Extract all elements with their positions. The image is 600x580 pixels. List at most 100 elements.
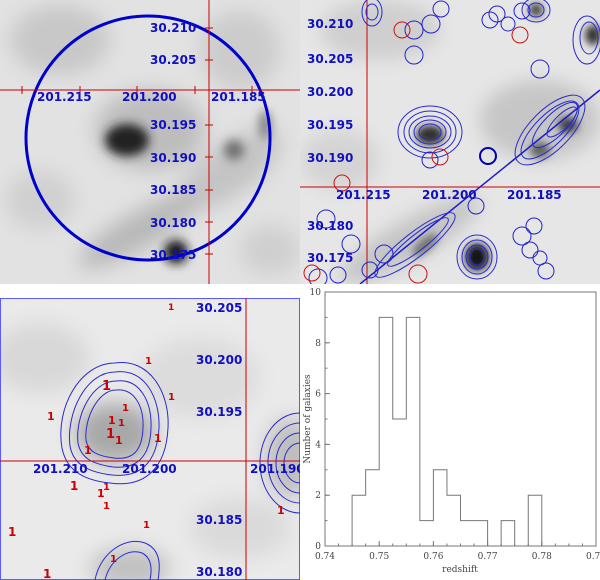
cluster-circle [24, 14, 272, 262]
redshift-marker: 1 [108, 414, 116, 427]
x-tick-label: 0.78 [532, 552, 552, 562]
histogram-bar [420, 521, 434, 546]
redshift-marker: 1 [110, 554, 117, 565]
contours-filament [361, 0, 600, 278]
histogram-bar [352, 495, 366, 546]
histogram-bar [379, 317, 393, 546]
histogram-bar [528, 495, 542, 546]
panel-top-right-image: 30.210 30.205 30.200 30.195 30.190 30.18… [300, 0, 600, 284]
dec-tick-label: 30.200 [196, 353, 242, 367]
galaxy-circle-bold [479, 147, 497, 165]
dec-tick-label: 30.200 [307, 85, 353, 99]
histogram-bar [406, 317, 420, 546]
redshift-marker: 1 [143, 520, 150, 531]
x-tick-label: 0.76 [423, 552, 443, 562]
y-axis-ticks: 0 2 4 6 8 10 [310, 288, 330, 552]
ra-tick-label: 201.215 [37, 90, 92, 104]
histogram-bar [474, 521, 488, 546]
dec-tick-label: 30.195 [307, 118, 353, 132]
dec-tick-marks [205, 27, 213, 255]
top-right-svg: 30.210 30.205 30.200 30.195 30.190 30.18… [300, 0, 600, 284]
x-axis-label: redshift [442, 565, 478, 575]
redshift-marker: 1 [103, 501, 110, 512]
redshift-marker: 1 [43, 567, 51, 580]
redshift-marker: 1 [8, 525, 16, 539]
ra-tick-label: 201.190 [250, 462, 300, 476]
dec-tick-label: 30.185 [150, 183, 196, 197]
ra-tick-label: 201.215 [336, 188, 391, 202]
x-axis-ticks: 0.74 0.75 0.76 0.77 0.78 0.79 [315, 541, 600, 562]
ra-tick-label: 201.185 [211, 90, 266, 104]
redshift-marker: 1 [106, 427, 115, 442]
histogram-bar [366, 470, 380, 546]
filament-line [359, 89, 600, 284]
dec-tick-label: 30.175 [150, 248, 196, 262]
redshift-marker: 1 [70, 479, 78, 493]
galaxy-circles-blue [308, 0, 555, 284]
dec-tick-label: 30.190 [150, 151, 196, 165]
histogram-bar [461, 521, 475, 546]
dec-tick-label: 30.205 [307, 52, 353, 66]
contours-edge-source [259, 412, 300, 514]
dec-tick-label: 30.180 [307, 219, 353, 233]
panel-redshift-histogram: 0.74 0.75 0.76 0.77 0.78 0.79 0 2 4 6 8 10 redshif… [300, 284, 600, 580]
dec-tick-label: 30.180 [196, 565, 242, 579]
redshift-marker: 1 [115, 434, 123, 447]
x-tick-label: 0.75 [369, 552, 389, 562]
panel-top-left-image: 201.215 201.200 201.185 30.210 30.205 30… [0, 0, 300, 284]
y-tick-label: 2 [315, 491, 321, 501]
redshift-marker: 1 [84, 444, 92, 457]
dec-tick-label: 30.180 [150, 216, 196, 230]
histogram-bar [393, 419, 407, 546]
panel-bottom-left-image: 1 1 1 1 1 1 1 1 1 1 1 1 1 1 1 1 1 1 1 1 … [0, 298, 300, 580]
ra-tick-label: 201.200 [122, 90, 177, 104]
x-tick-label: 0.79 [586, 552, 600, 562]
contours-bottom-source [94, 541, 160, 580]
dec-tick-label: 30.205 [196, 301, 242, 315]
ra-tick-label: 201.185 [507, 188, 562, 202]
redshift-marker: 1 [122, 403, 129, 414]
dec-tick-label: 30.185 [196, 513, 242, 527]
dec-tick-label: 30.205 [150, 53, 196, 67]
redshift-marker: 1 [102, 379, 111, 394]
y-tick-label: 4 [315, 440, 321, 450]
y-tick-label: 10 [310, 288, 322, 298]
redshift-marker: 1 [168, 392, 175, 403]
galaxy-circles-red [303, 21, 529, 284]
redshift-marker: 1 [47, 410, 55, 423]
diffuse-emission [0, 323, 300, 580]
y-tick-label: 0 [315, 542, 321, 552]
redshift-marker: 1 [118, 418, 125, 429]
dec-tick-label: 30.190 [307, 151, 353, 165]
diffuse-emission [5, 5, 300, 275]
red-markers: 1 1 1 1 1 1 1 1 1 1 1 1 1 1 1 1 1 1 1 1 … [8, 303, 285, 580]
y-axis-label: Number of galaxies [303, 374, 313, 464]
histogram-bar [447, 495, 461, 546]
ra-tick-label: 201.200 [122, 462, 177, 476]
histogram-step-outline [351, 316, 543, 547]
x-tick-label: 0.74 [315, 552, 335, 562]
ra-tick-label: 201.210 [33, 462, 88, 476]
bright-sources [412, 3, 600, 271]
contours-mid-source [397, 105, 463, 159]
y-tick-label: 8 [315, 339, 321, 349]
y-tick-label: 6 [315, 390, 321, 400]
diffuse-emission [300, 0, 600, 284]
dec-tick-label: 30.175 [307, 251, 353, 265]
dec-tick-label: 30.210 [307, 17, 353, 31]
histogram-bars [351, 316, 543, 547]
contours-bottom-source [456, 234, 498, 280]
bottom-left-svg: 1 1 1 1 1 1 1 1 1 1 1 1 1 1 1 1 1 1 1 1 … [0, 298, 300, 580]
redshift-marker: 1 [277, 504, 285, 517]
redshift-marker: 1 [154, 432, 162, 445]
ra-tick-marks [21, 86, 253, 94]
redshift-marker: 1 [97, 487, 105, 500]
x-tick-label: 0.77 [478, 552, 498, 562]
histogram-bar [501, 521, 515, 546]
histogram-svg: 0.74 0.75 0.76 0.77 0.78 0.79 0 2 4 6 8 10 redshif… [303, 288, 600, 575]
dec-tick-label: 30.195 [150, 118, 196, 132]
dec-tick-label: 30.210 [150, 21, 196, 35]
redshift-marker: 1 [168, 303, 174, 313]
top-left-svg: 201.215 201.200 201.185 30.210 30.205 30… [0, 0, 300, 284]
dec-tick-label: 30.195 [196, 405, 242, 419]
